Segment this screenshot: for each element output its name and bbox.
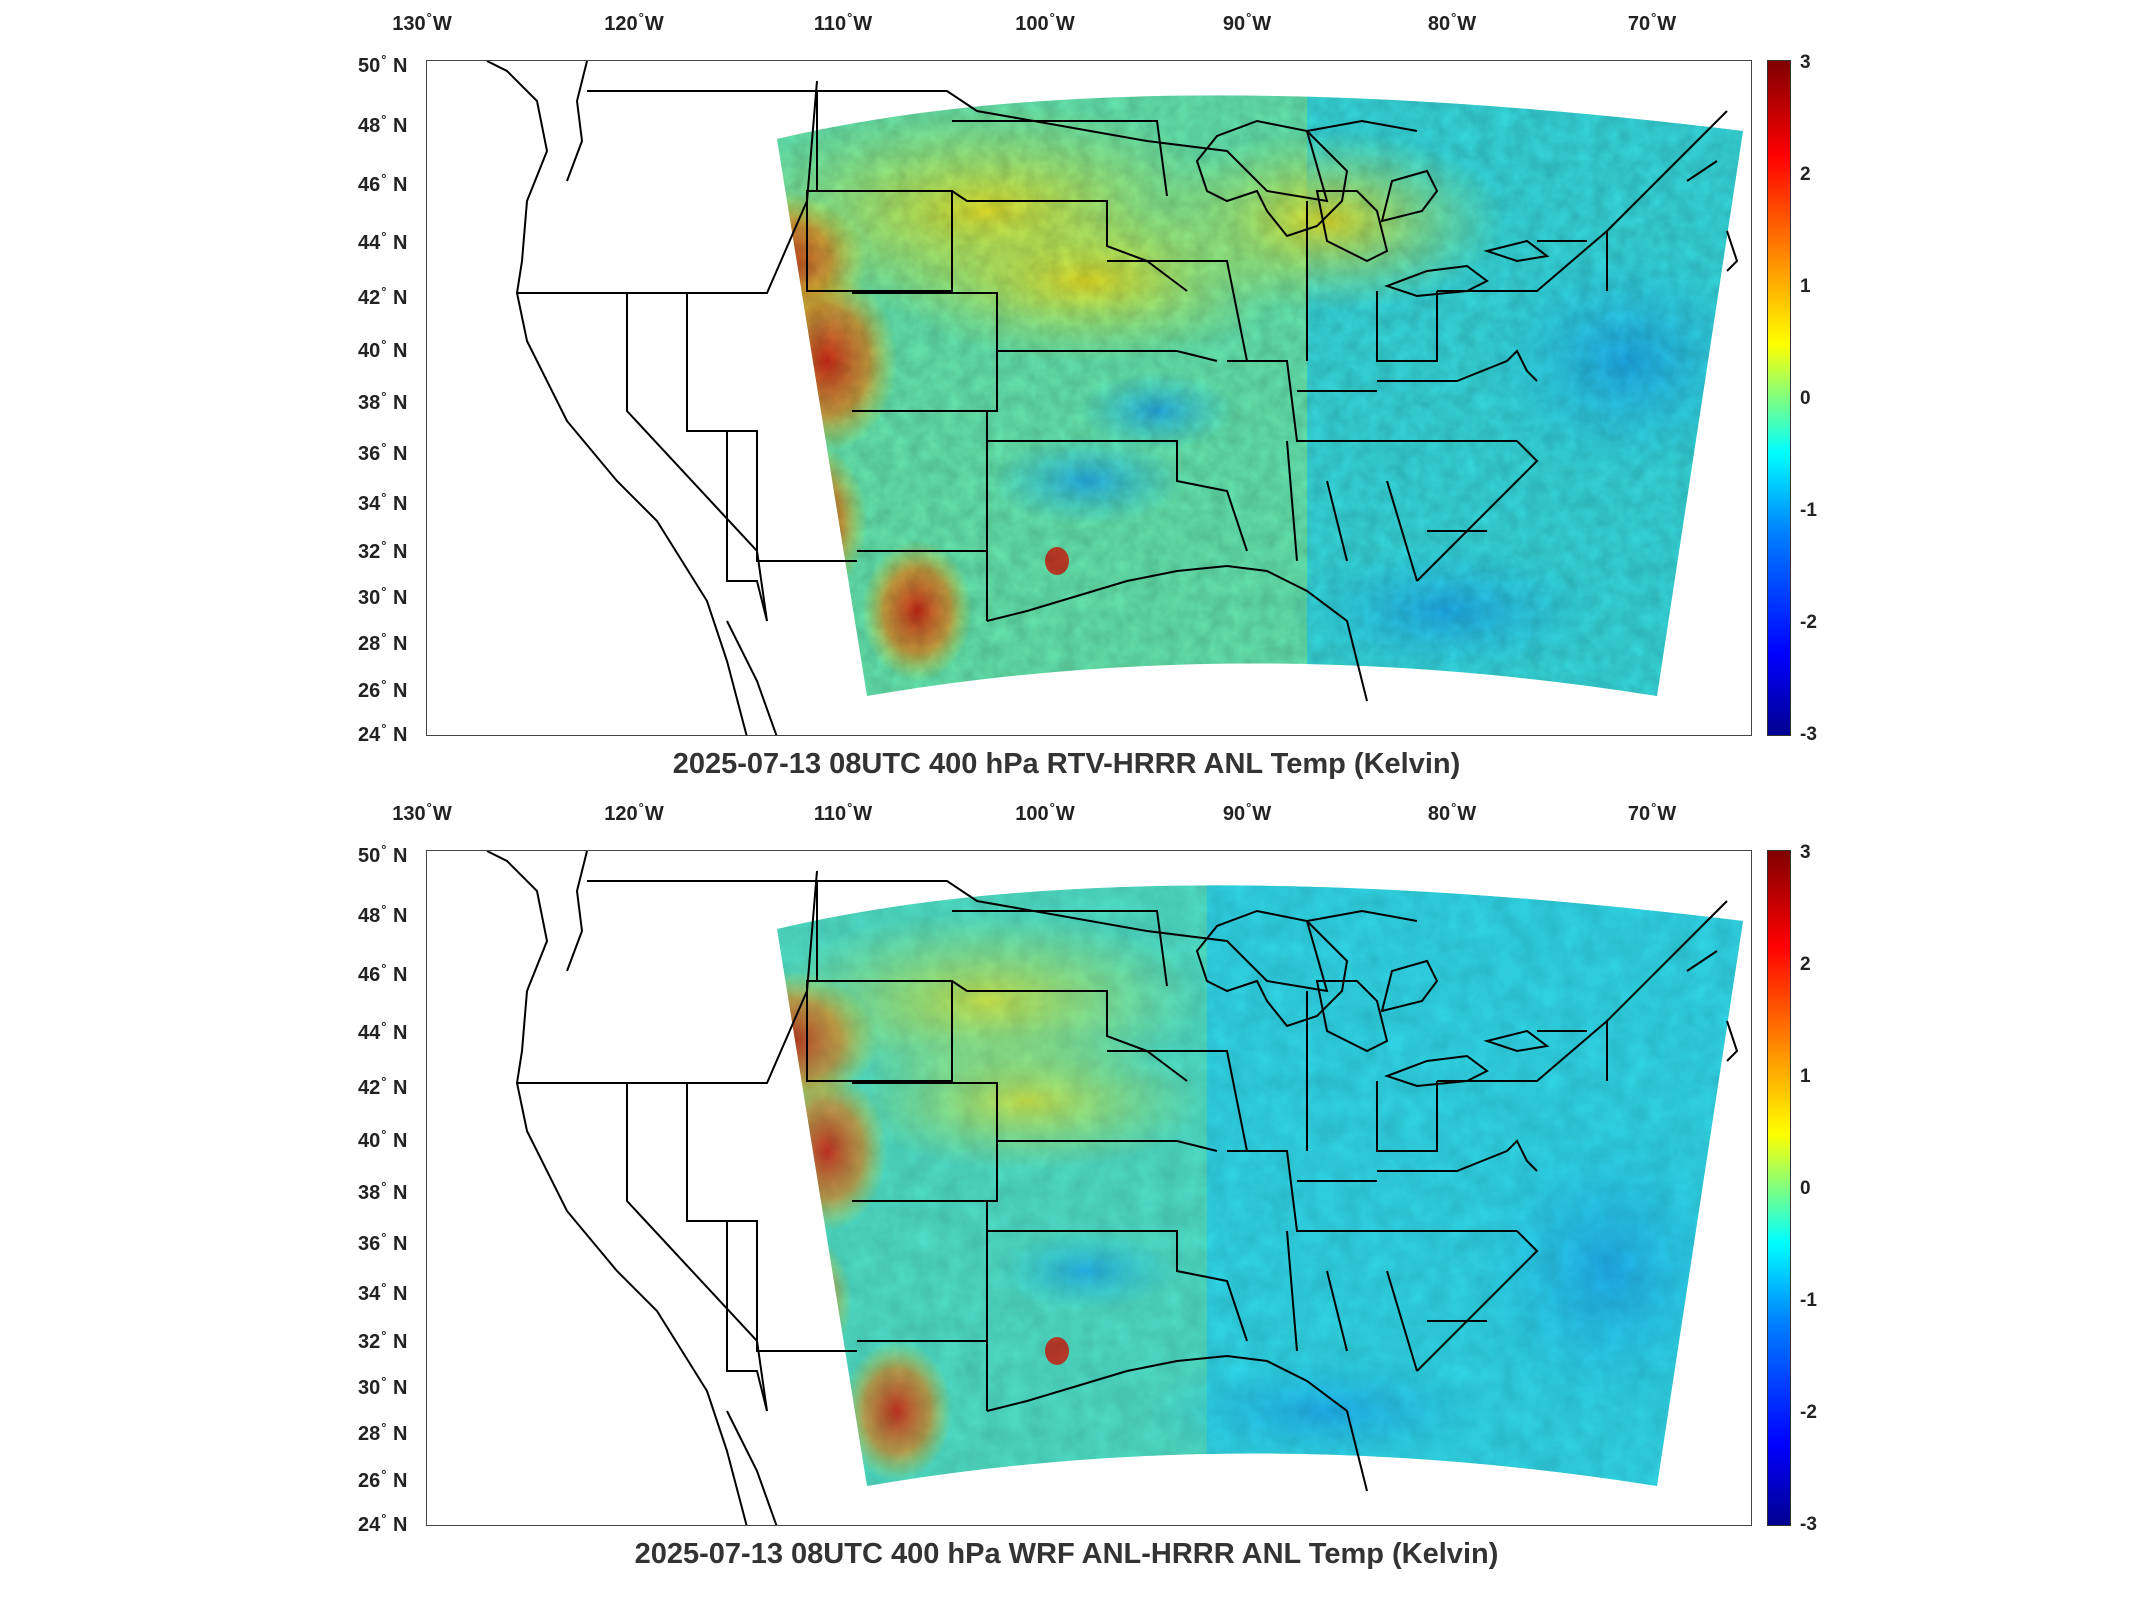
panel-title: 2025-07-13 08UTC 400 hPa WRF ANL-HRRR AN…	[634, 1538, 1499, 1570]
lon-label: 130°W	[392, 800, 452, 825]
lon-label: 80°W	[1427, 800, 1477, 825]
lon-label: 70°W	[1627, 10, 1677, 35]
map-svg	[486, 61, 1743, 735]
colorbar-tick: 3	[1800, 52, 1811, 73]
lon-label: 110°W	[813, 10, 873, 35]
bottom-map-panel: 130°W 120°W 110°W 100°W 90°W 80°W 70°W 5…	[0, 790, 2133, 1580]
lon-label: 120°W	[604, 10, 664, 35]
lat-label: 32° N	[358, 538, 408, 563]
lat-label: 46° N	[358, 961, 408, 986]
lat-label: 50° N	[358, 842, 408, 867]
colorbar-tick: -2	[1800, 1402, 1817, 1423]
colorbar-tick: 1	[1800, 1066, 1811, 1087]
lon-label: 70°W	[1627, 800, 1677, 825]
coastlines	[486, 851, 1739, 1525]
lon-label: 80°W	[1427, 10, 1477, 35]
lon-label: 100°W	[1015, 800, 1075, 825]
lat-label: 24° N	[358, 721, 408, 746]
colorbar	[1767, 850, 1791, 1526]
colorbar-tick: -1	[1800, 1290, 1817, 1311]
temperature-difference-map	[426, 60, 1752, 736]
colorbar-tick: 1	[1800, 276, 1811, 297]
lat-label: 24° N	[358, 1511, 408, 1536]
colorbar-tick: 3	[1800, 842, 1811, 863]
lat-label: 40° N	[358, 1127, 408, 1152]
lat-label: 46° N	[358, 171, 408, 196]
lat-label: 50° N	[358, 52, 408, 77]
data-field	[777, 885, 1743, 1486]
lat-label: 36° N	[358, 440, 408, 465]
lon-label: 110°W	[813, 800, 873, 825]
lat-label: 28° N	[358, 1420, 408, 1445]
lat-label: 48° N	[358, 112, 408, 137]
lon-label: 120°W	[604, 800, 664, 825]
lat-label: 38° N	[358, 389, 408, 414]
lon-label: 100°W	[1015, 10, 1075, 35]
colorbar-tick: -3	[1800, 724, 1817, 745]
lat-label: 42° N	[358, 284, 408, 309]
lat-label: 48° N	[358, 902, 408, 927]
lat-label: 44° N	[358, 1019, 408, 1044]
colorbar	[1767, 60, 1791, 736]
temperature-difference-map	[426, 850, 1752, 1526]
lat-label: 36° N	[358, 1230, 408, 1255]
top-map-panel: 130°W 120°W 110°W 100°W 90°W 80°W 70°W 5…	[0, 0, 2133, 790]
lon-label: 130°W	[392, 10, 452, 35]
map-svg	[486, 851, 1743, 1525]
lat-label: 28° N	[358, 630, 408, 655]
state-boundaries	[517, 870, 1608, 1412]
coastlines	[486, 61, 1739, 735]
colorbar-tick: 2	[1800, 954, 1811, 975]
lat-label: 34° N	[358, 490, 408, 515]
colorbar-tick: 2	[1800, 164, 1811, 185]
state-boundaries	[517, 80, 1608, 622]
lat-label: 26° N	[358, 677, 408, 702]
lon-label: 90°W	[1222, 10, 1272, 35]
lat-label: 42° N	[358, 1074, 408, 1099]
lat-label: 38° N	[358, 1179, 408, 1204]
panel-title: 2025-07-13 08UTC 400 hPa RTV-HRRR ANL Te…	[672, 748, 1461, 780]
lat-label: 26° N	[358, 1467, 408, 1492]
colorbar-tick: 0	[1800, 388, 1811, 409]
lat-label: 30° N	[358, 584, 408, 609]
colorbar-tick: -2	[1800, 612, 1817, 633]
lon-label: 90°W	[1222, 800, 1272, 825]
lat-label: 34° N	[358, 1280, 408, 1305]
lat-label: 40° N	[358, 337, 408, 362]
colorbar-tick: -3	[1800, 1514, 1817, 1535]
data-field	[777, 95, 1743, 696]
colorbar-tick: 0	[1800, 1178, 1811, 1199]
colorbar-tick: -1	[1800, 500, 1817, 521]
lat-label: 32° N	[358, 1328, 408, 1353]
lat-label: 30° N	[358, 1374, 408, 1399]
lat-label: 44° N	[358, 229, 408, 254]
